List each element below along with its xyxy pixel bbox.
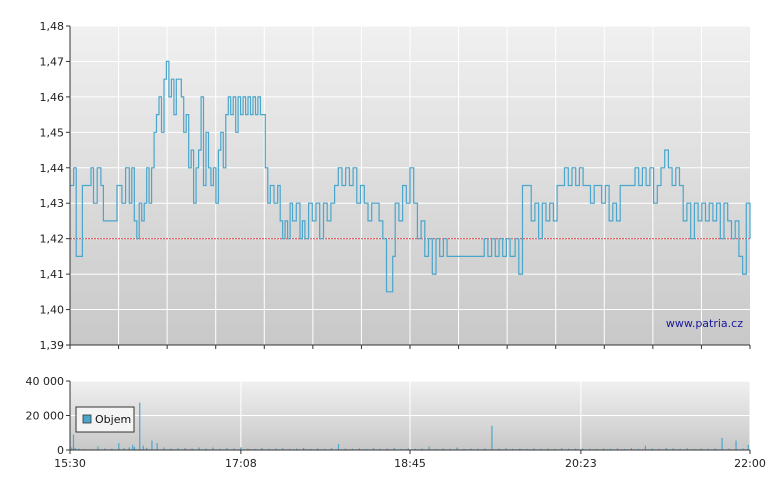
volume-panel: 40 000 20 000 015:30 17:08 18:45 20:23 22:00 Ob… bbox=[26, 375, 766, 470]
price-panel: 1,48 1,47 1,46 1,45 1,44 1,43 1,42 1,41 1,40 1,39 bbox=[40, 20, 751, 352]
time-axis-tick-label: 17:08 bbox=[225, 457, 257, 470]
price-y-tick-label: 1,48 bbox=[40, 20, 65, 33]
price-y-tick-label: 1,40 bbox=[40, 304, 65, 317]
volume-legend: Objem bbox=[75, 406, 135, 433]
legend-swatch bbox=[82, 414, 92, 424]
price-y-tick-label: 1,44 bbox=[40, 162, 65, 175]
volume-y-tick-label: 40 000 bbox=[26, 375, 65, 388]
time-axis-tick-label: 22:00 bbox=[734, 457, 766, 470]
time-axis-tick-label: 15:30 bbox=[54, 457, 86, 470]
watermark: www.patria.cz bbox=[666, 317, 743, 330]
price-y-tick-label: 1,39 bbox=[40, 339, 65, 352]
volume-y-tick-label: 0 bbox=[57, 444, 64, 457]
price-y-tick-label: 1,42 bbox=[40, 233, 65, 246]
price-y-tick-label: 1,41 bbox=[40, 268, 65, 281]
time-axis-tick-label: 18:45 bbox=[394, 457, 426, 470]
price-y-tick-label: 1,43 bbox=[40, 197, 65, 210]
price-series-line bbox=[70, 60, 751, 293]
legend-label: Objem bbox=[95, 413, 131, 426]
price-y-tick-label: 1,46 bbox=[40, 91, 65, 104]
time-axis-tick-label: 20:23 bbox=[565, 457, 597, 470]
volume-y-tick-label: 20 000 bbox=[26, 410, 65, 423]
price-y-tick-label: 1,47 bbox=[40, 55, 65, 68]
price-y-tick-label: 1,45 bbox=[40, 126, 65, 139]
